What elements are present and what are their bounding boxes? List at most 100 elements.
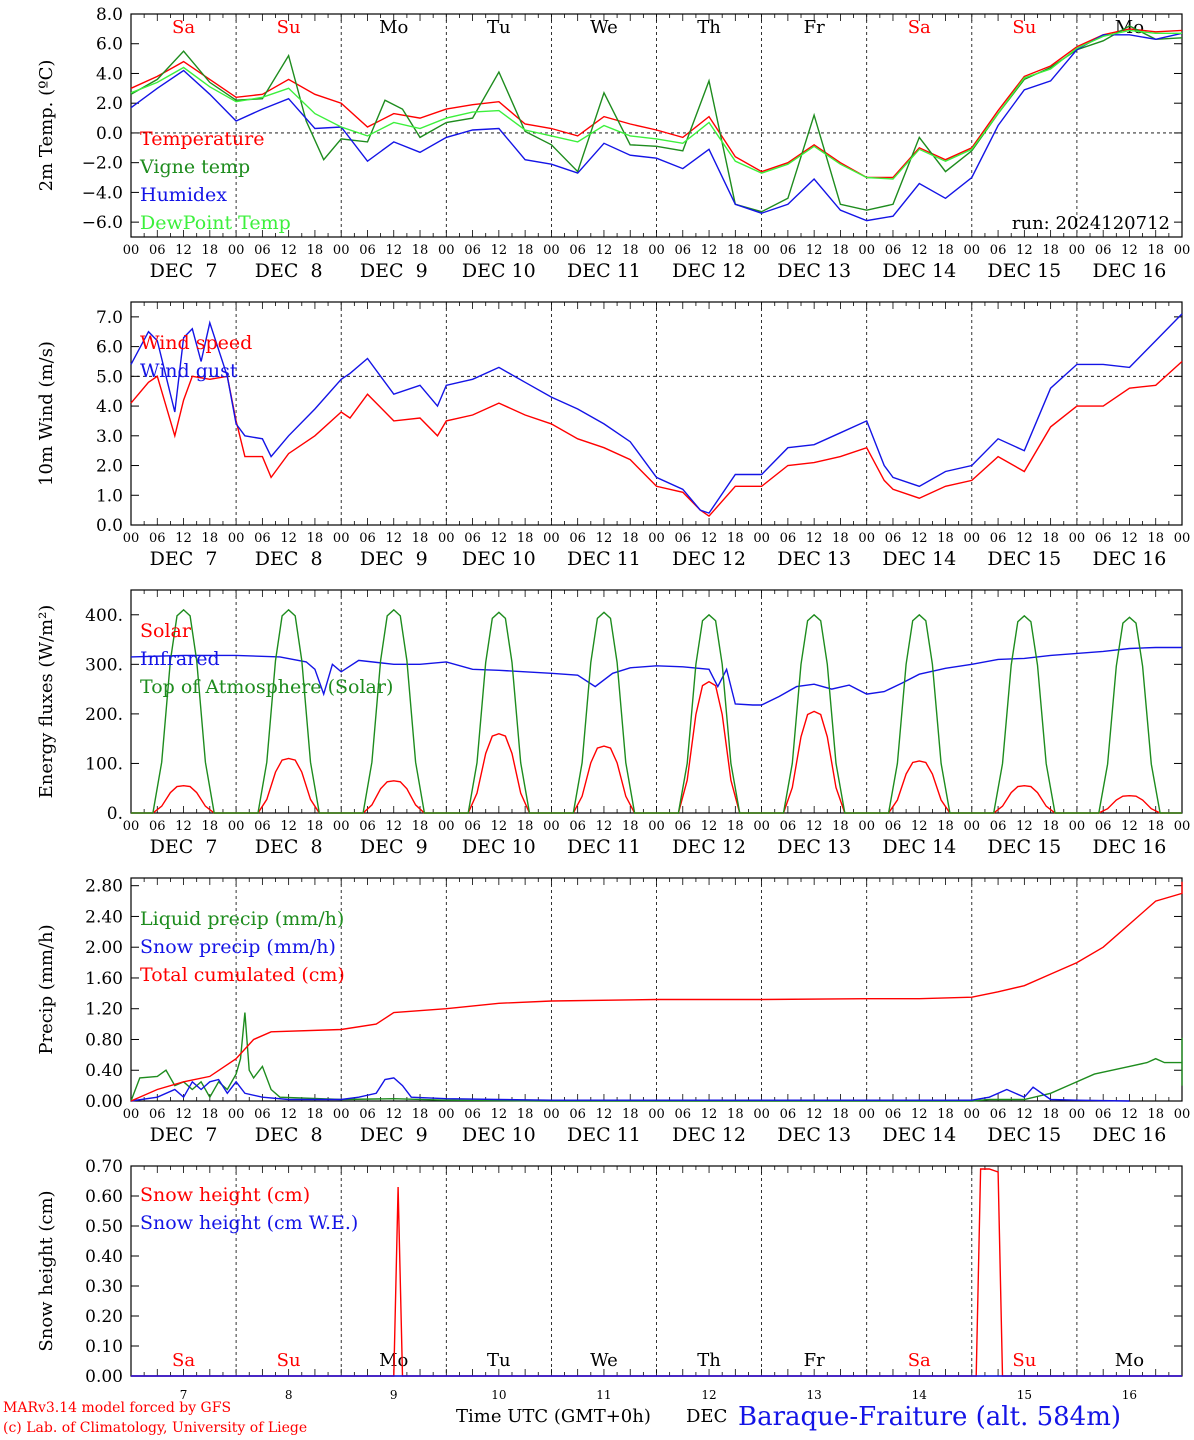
plot-frame [130, 13, 1183, 238]
x-hour-label: 06 [149, 243, 166, 258]
x-hour-label: 00 [858, 1107, 875, 1122]
x-axis-title: Time UTC (GMT+0h) [456, 1406, 651, 1427]
x-hour-label: 18 [517, 531, 534, 546]
x-date-label: DEC 13 [777, 260, 851, 282]
x-hour-label: 18 [622, 819, 639, 834]
x-hour-label: 18 [937, 819, 954, 834]
legend-entry: Solar [140, 620, 192, 642]
x-date-label: DEC 16 [1093, 836, 1167, 858]
x-hour-label: 12 [596, 243, 613, 258]
day-number: 11 [596, 1388, 611, 1402]
x-hour-label: 06 [675, 819, 692, 834]
plot-frame [130, 589, 1183, 814]
y-tick-label: 2.40 [85, 907, 123, 927]
y-tick-label: 0.70 [85, 1157, 123, 1177]
day-name: Th [697, 17, 721, 38]
x-hour-label: 12 [491, 819, 508, 834]
x-hour-label: 00 [753, 243, 770, 258]
x-hour-label: 06 [780, 819, 797, 834]
day-name: Su [1012, 17, 1036, 38]
x-hour-label: 06 [675, 531, 692, 546]
run-annotation: run: 2024120712 [1012, 213, 1170, 234]
legend-entry: Snow height (cm W.E.) [140, 1212, 358, 1234]
day-name: Sa [172, 1350, 195, 1371]
day-number: 14 [912, 1388, 928, 1402]
x-date-label: DEC 14 [882, 548, 956, 570]
x-hour-label: 06 [885, 819, 902, 834]
x-hour-label: 12 [491, 531, 508, 546]
x-date-label: DEC 9 [360, 836, 428, 858]
x-hour-label: 18 [832, 1107, 849, 1122]
panel-4: 0.00 0.40 0.80 1.20 1.60 2.00 2.40 2.80 Precip (… [36, 877, 1190, 1146]
x-hour-label: 06 [359, 1107, 376, 1122]
x-hour-label: 00 [228, 1107, 245, 1122]
x-hour-label: 00 [543, 531, 560, 546]
y-tick-label: 1.60 [85, 969, 123, 989]
x-axis-unit: DEC [686, 1406, 728, 1427]
x-hour-label: 00 [964, 531, 981, 546]
x-hour-label: 18 [1042, 1107, 1059, 1122]
x-hour-label: 06 [359, 243, 376, 258]
x-date-label: DEC 8 [255, 836, 323, 858]
x-hour-label: 00 [438, 243, 455, 258]
x-hour-label: 06 [464, 531, 481, 546]
x-date-label: DEC 7 [150, 836, 218, 858]
y-tick-label: 0.40 [85, 1061, 123, 1081]
x-hour-label: 12 [596, 1107, 613, 1122]
x-hour-label: 00 [123, 819, 140, 834]
x-hour-label: 12 [1016, 819, 1033, 834]
day-number: 9 [390, 1388, 398, 1402]
x-hour-label: 18 [1147, 243, 1164, 258]
x-date-label: DEC 14 [882, 836, 956, 858]
x-hour-label: 06 [780, 243, 797, 258]
x-hour-label: 18 [727, 243, 744, 258]
x-date-label: DEC 8 [255, 548, 323, 570]
x-hour-label: 18 [412, 1107, 429, 1122]
x-hour-label: 18 [1042, 531, 1059, 546]
day-number: 16 [1122, 1388, 1137, 1402]
x-hour-label: 00 [1174, 243, 1191, 258]
x-hour-label: 06 [675, 243, 692, 258]
series-line-infrared [130, 646, 1182, 706]
x-hour-label: 06 [149, 1107, 166, 1122]
x-hour-label: 12 [806, 531, 823, 546]
x-hour-label: 06 [149, 819, 166, 834]
y-tick-label: 0.50 [85, 1217, 123, 1237]
series-line-top-of-atmosphere-solar [131, 608, 1182, 814]
x-hour-label: 12 [491, 1107, 508, 1122]
y-tick-label: 4.0 [96, 64, 123, 84]
legend-entry: Snow precip (mm/h) [140, 936, 336, 958]
legend-entry: Total cumulated (cm) [140, 964, 345, 986]
x-hour-label: 18 [1147, 531, 1164, 546]
x-hour-label: 00 [1174, 1107, 1191, 1122]
x-hour-label: 00 [858, 243, 875, 258]
x-hour-label: 06 [1095, 819, 1112, 834]
x-hour-label: 18 [1147, 819, 1164, 834]
x-hour-label: 00 [858, 819, 875, 834]
x-hour-label: 06 [569, 1107, 586, 1122]
day-name: We [590, 17, 618, 38]
x-hour-label: 12 [1121, 243, 1138, 258]
legend-entry: Infrared [140, 648, 220, 670]
x-hour-label: 00 [964, 819, 981, 834]
y-tick-label: 6.0 [96, 338, 123, 358]
series-line-humidex [130, 32, 1183, 222]
x-date-label: DEC 11 [567, 548, 641, 570]
x-hour-label: 00 [123, 243, 140, 258]
x-hour-label: 18 [202, 243, 219, 258]
x-hour-label: 12 [806, 243, 823, 258]
y-axis-label: Snow height (cm) [36, 1190, 57, 1351]
x-hour-label: 00 [1174, 531, 1191, 546]
x-hour-label: 00 [648, 531, 665, 546]
x-hour-label: 18 [1042, 819, 1059, 834]
day-name: Su [277, 1350, 301, 1371]
y-tick-label: 5.0 [96, 367, 123, 387]
y-tick-label: 2.0 [96, 457, 123, 477]
legend-entry: Top of Atmosphere (Solar) [140, 676, 393, 698]
lab-credit: (c) Lab. of Climatology, University of L… [3, 1420, 308, 1436]
x-hour-label: 12 [911, 243, 928, 258]
y-tick-label: 0.60 [85, 1187, 123, 1207]
x-hour-label: 00 [964, 1107, 981, 1122]
x-hour-label: 18 [307, 819, 324, 834]
x-hour-label: 06 [569, 819, 586, 834]
